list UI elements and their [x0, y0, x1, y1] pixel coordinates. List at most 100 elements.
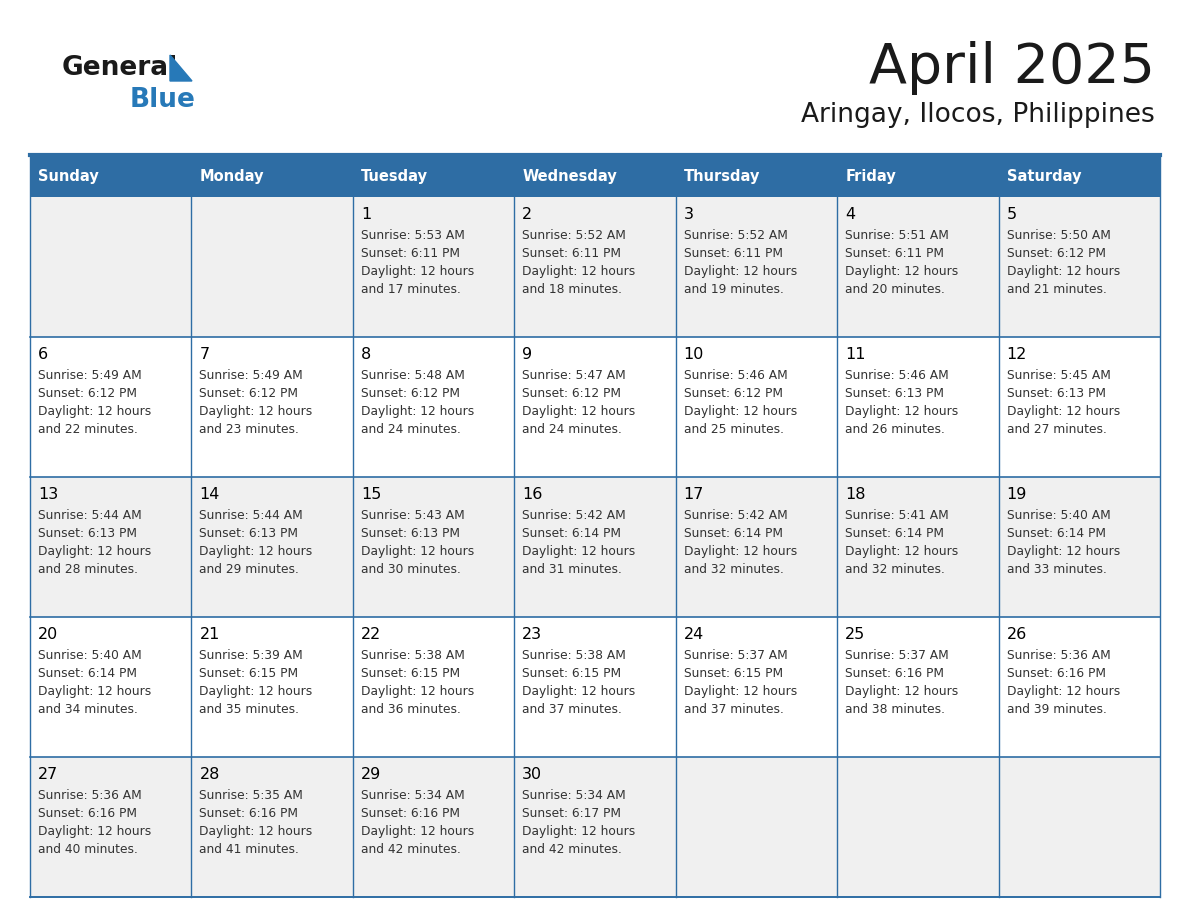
Text: 19: 19: [1006, 487, 1026, 502]
Text: 13: 13: [38, 487, 58, 502]
Text: Sunrise: 5:52 AM: Sunrise: 5:52 AM: [684, 229, 788, 242]
Text: Sunset: 6:12 PM: Sunset: 6:12 PM: [684, 387, 783, 400]
Text: Sunset: 6:12 PM: Sunset: 6:12 PM: [38, 387, 137, 400]
Text: Daylight: 12 hours: Daylight: 12 hours: [1006, 405, 1120, 418]
Text: Sunrise: 5:34 AM: Sunrise: 5:34 AM: [523, 789, 626, 802]
Text: Daylight: 12 hours: Daylight: 12 hours: [684, 265, 797, 278]
Text: Sunset: 6:11 PM: Sunset: 6:11 PM: [684, 247, 783, 260]
Text: Saturday: Saturday: [1006, 169, 1081, 184]
Text: Daylight: 12 hours: Daylight: 12 hours: [200, 545, 312, 558]
Text: Sunrise: 5:46 AM: Sunrise: 5:46 AM: [684, 369, 788, 382]
Text: Daylight: 12 hours: Daylight: 12 hours: [523, 265, 636, 278]
Text: Sunrise: 5:42 AM: Sunrise: 5:42 AM: [684, 509, 788, 522]
Text: Daylight: 12 hours: Daylight: 12 hours: [845, 545, 959, 558]
Text: and 33 minutes.: and 33 minutes.: [1006, 563, 1106, 576]
Text: 3: 3: [684, 207, 694, 222]
Text: Daylight: 12 hours: Daylight: 12 hours: [361, 405, 474, 418]
Text: 2: 2: [523, 207, 532, 222]
Text: Monday: Monday: [200, 169, 264, 184]
Text: Sunrise: 5:39 AM: Sunrise: 5:39 AM: [200, 649, 303, 662]
Text: and 42 minutes.: and 42 minutes.: [361, 843, 461, 856]
Text: Sunset: 6:16 PM: Sunset: 6:16 PM: [200, 807, 298, 820]
Text: and 17 minutes.: and 17 minutes.: [361, 283, 461, 296]
Text: Sunset: 6:13 PM: Sunset: 6:13 PM: [361, 527, 460, 540]
Text: and 20 minutes.: and 20 minutes.: [845, 283, 944, 296]
Text: Sunrise: 5:34 AM: Sunrise: 5:34 AM: [361, 789, 465, 802]
Text: 21: 21: [200, 627, 220, 642]
Text: and 24 minutes.: and 24 minutes.: [361, 423, 461, 436]
Text: 7: 7: [200, 347, 209, 362]
Text: Sunset: 6:14 PM: Sunset: 6:14 PM: [684, 527, 783, 540]
Text: Daylight: 12 hours: Daylight: 12 hours: [38, 685, 151, 698]
Text: Daylight: 12 hours: Daylight: 12 hours: [38, 405, 151, 418]
Text: 24: 24: [684, 627, 704, 642]
Text: Sunset: 6:12 PM: Sunset: 6:12 PM: [200, 387, 298, 400]
Text: 15: 15: [361, 487, 381, 502]
Text: Sunrise: 5:44 AM: Sunrise: 5:44 AM: [200, 509, 303, 522]
Text: 11: 11: [845, 347, 866, 362]
Text: 4: 4: [845, 207, 855, 222]
Text: General: General: [62, 55, 178, 81]
Text: and 36 minutes.: and 36 minutes.: [361, 703, 461, 716]
Text: Sunset: 6:12 PM: Sunset: 6:12 PM: [523, 387, 621, 400]
Text: Daylight: 12 hours: Daylight: 12 hours: [361, 825, 474, 838]
Text: Sunset: 6:16 PM: Sunset: 6:16 PM: [361, 807, 460, 820]
Text: 30: 30: [523, 767, 543, 782]
Text: 12: 12: [1006, 347, 1026, 362]
Text: Sunrise: 5:52 AM: Sunrise: 5:52 AM: [523, 229, 626, 242]
Text: Sunrise: 5:43 AM: Sunrise: 5:43 AM: [361, 509, 465, 522]
Text: Aringay, Ilocos, Philippines: Aringay, Ilocos, Philippines: [801, 102, 1155, 128]
Text: Daylight: 12 hours: Daylight: 12 hours: [1006, 545, 1120, 558]
Text: and 42 minutes.: and 42 minutes.: [523, 843, 623, 856]
Text: and 29 minutes.: and 29 minutes.: [200, 563, 299, 576]
Text: Friday: Friday: [845, 169, 896, 184]
Text: Daylight: 12 hours: Daylight: 12 hours: [200, 685, 312, 698]
Text: and 25 minutes.: and 25 minutes.: [684, 423, 784, 436]
Text: Daylight: 12 hours: Daylight: 12 hours: [845, 265, 959, 278]
Text: and 24 minutes.: and 24 minutes.: [523, 423, 623, 436]
Text: Daylight: 12 hours: Daylight: 12 hours: [684, 685, 797, 698]
Text: Thursday: Thursday: [684, 169, 760, 184]
Text: 8: 8: [361, 347, 371, 362]
Text: and 32 minutes.: and 32 minutes.: [684, 563, 784, 576]
Text: Sunset: 6:16 PM: Sunset: 6:16 PM: [1006, 667, 1106, 680]
Text: and 27 minutes.: and 27 minutes.: [1006, 423, 1106, 436]
Polygon shape: [170, 55, 192, 81]
Text: and 28 minutes.: and 28 minutes.: [38, 563, 138, 576]
Text: Sunrise: 5:53 AM: Sunrise: 5:53 AM: [361, 229, 465, 242]
Text: 10: 10: [684, 347, 704, 362]
Text: Daylight: 12 hours: Daylight: 12 hours: [523, 685, 636, 698]
Text: and 40 minutes.: and 40 minutes.: [38, 843, 138, 856]
Text: Sunset: 6:11 PM: Sunset: 6:11 PM: [845, 247, 944, 260]
Text: Sunrise: 5:47 AM: Sunrise: 5:47 AM: [523, 369, 626, 382]
Text: Sunrise: 5:40 AM: Sunrise: 5:40 AM: [38, 649, 141, 662]
Text: and 26 minutes.: and 26 minutes.: [845, 423, 944, 436]
Bar: [30, 757, 1159, 897]
Text: and 31 minutes.: and 31 minutes.: [523, 563, 623, 576]
Text: 22: 22: [361, 627, 381, 642]
Text: Daylight: 12 hours: Daylight: 12 hours: [38, 825, 151, 838]
Text: Sunrise: 5:40 AM: Sunrise: 5:40 AM: [1006, 509, 1111, 522]
Text: Sunrise: 5:38 AM: Sunrise: 5:38 AM: [361, 649, 465, 662]
Text: Sunset: 6:15 PM: Sunset: 6:15 PM: [361, 667, 460, 680]
Text: Sunrise: 5:37 AM: Sunrise: 5:37 AM: [845, 649, 949, 662]
Text: Sunset: 6:14 PM: Sunset: 6:14 PM: [38, 667, 137, 680]
Text: and 18 minutes.: and 18 minutes.: [523, 283, 623, 296]
Text: Daylight: 12 hours: Daylight: 12 hours: [200, 405, 312, 418]
Text: Sunset: 6:17 PM: Sunset: 6:17 PM: [523, 807, 621, 820]
Text: and 39 minutes.: and 39 minutes.: [1006, 703, 1106, 716]
Text: and 32 minutes.: and 32 minutes.: [845, 563, 944, 576]
Text: Sunset: 6:11 PM: Sunset: 6:11 PM: [523, 247, 621, 260]
Text: and 22 minutes.: and 22 minutes.: [38, 423, 138, 436]
Text: Daylight: 12 hours: Daylight: 12 hours: [684, 545, 797, 558]
Text: Sunset: 6:13 PM: Sunset: 6:13 PM: [1006, 387, 1106, 400]
Text: Sunset: 6:14 PM: Sunset: 6:14 PM: [1006, 527, 1106, 540]
Text: and 19 minutes.: and 19 minutes.: [684, 283, 784, 296]
Text: Sunrise: 5:36 AM: Sunrise: 5:36 AM: [38, 789, 141, 802]
Text: Daylight: 12 hours: Daylight: 12 hours: [38, 545, 151, 558]
Text: Sunset: 6:14 PM: Sunset: 6:14 PM: [845, 527, 944, 540]
Text: Sunday: Sunday: [38, 169, 99, 184]
Text: and 23 minutes.: and 23 minutes.: [200, 423, 299, 436]
Text: Sunrise: 5:36 AM: Sunrise: 5:36 AM: [1006, 649, 1111, 662]
Text: Sunrise: 5:46 AM: Sunrise: 5:46 AM: [845, 369, 949, 382]
